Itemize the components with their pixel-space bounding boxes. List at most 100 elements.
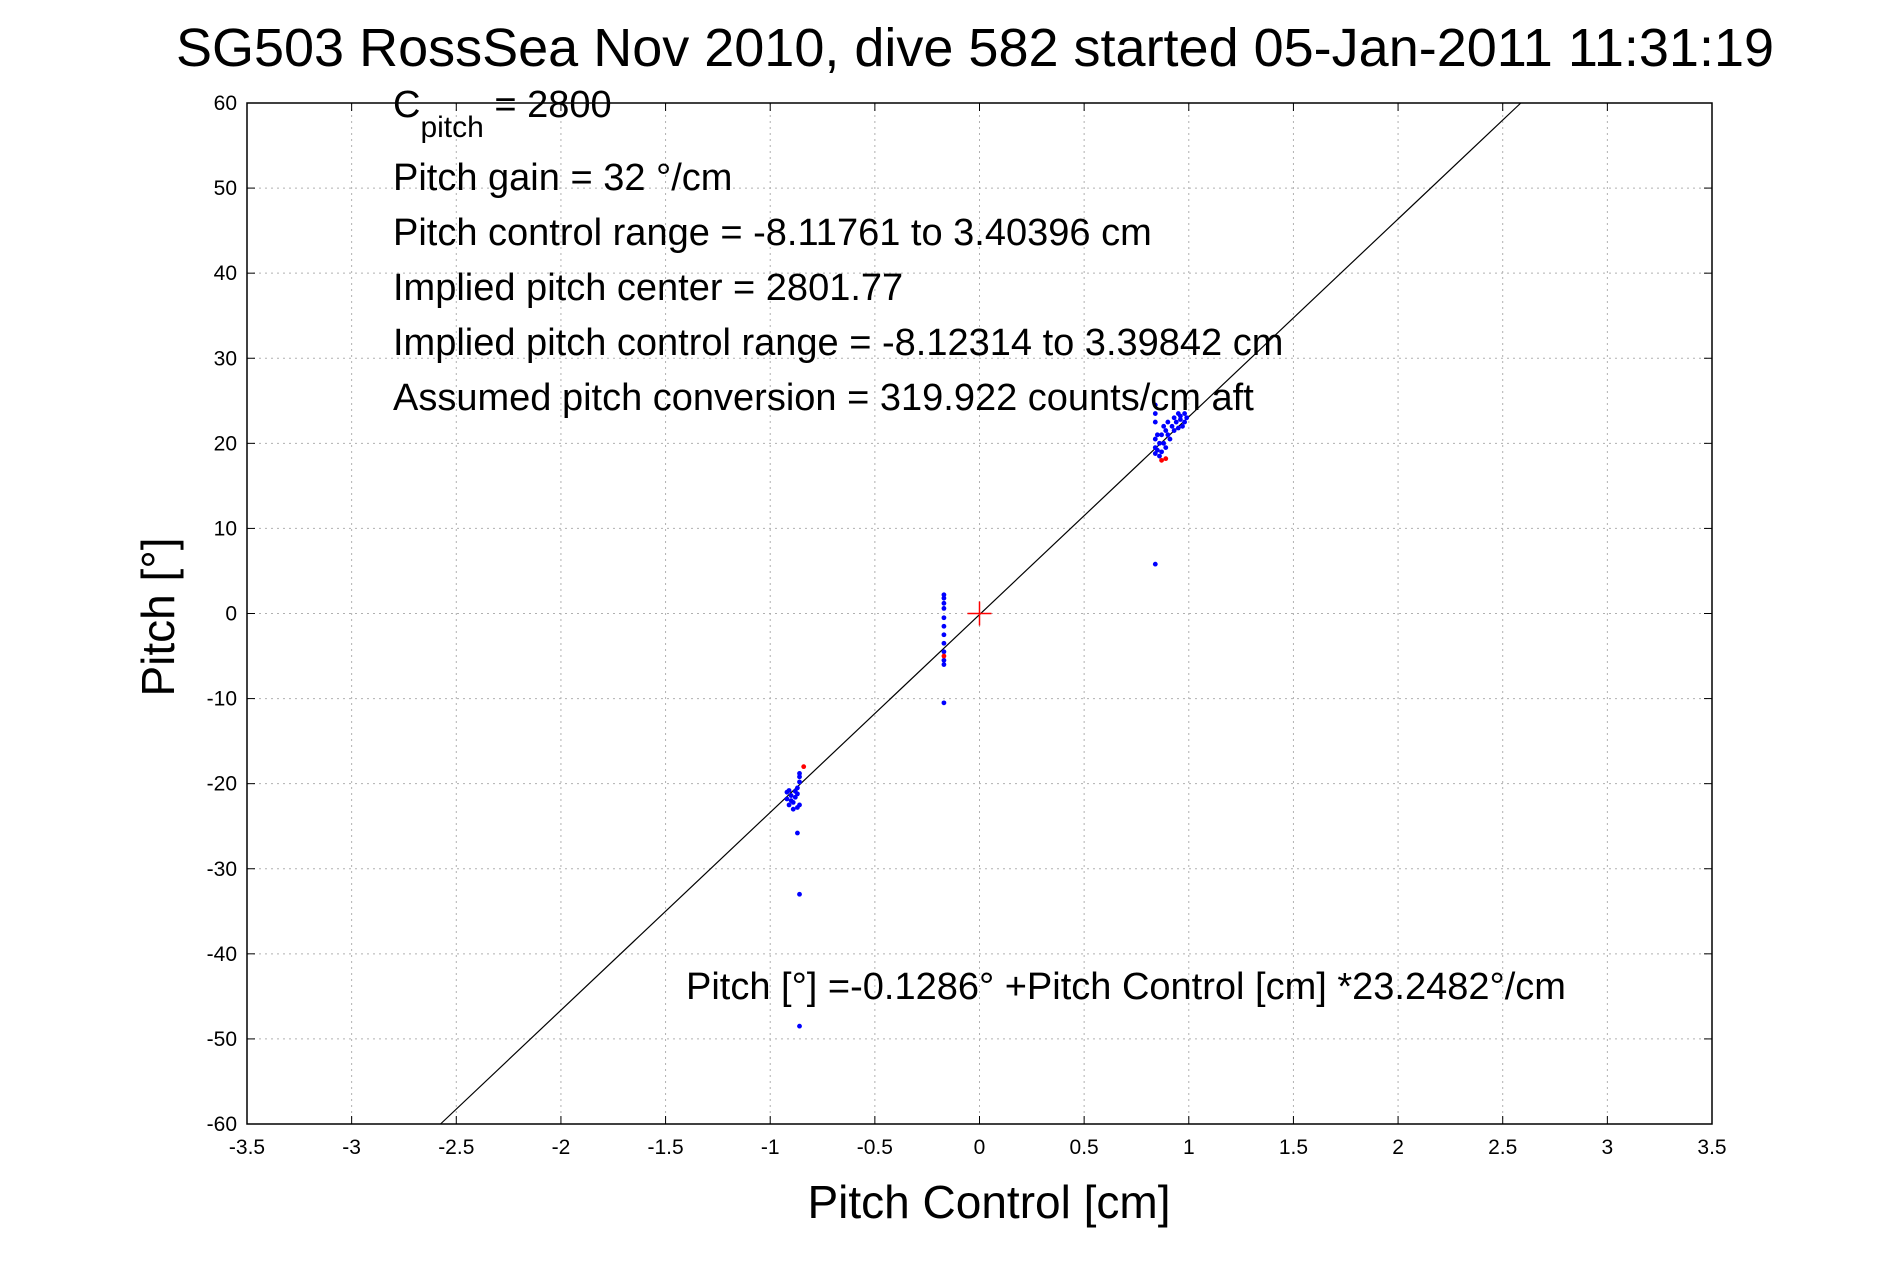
- chart-title: SG503 RossSea Nov 2010, dive 582 started…: [176, 18, 1774, 78]
- data-point: [1182, 419, 1187, 425]
- y-tick-label: 30: [214, 347, 237, 370]
- data-point: [1157, 440, 1162, 446]
- annotation-implied-range: Implied pitch control range = -8.12314 t…: [393, 322, 1283, 364]
- data-point: [1159, 457, 1164, 463]
- data-point: [795, 830, 800, 836]
- data-point: [941, 600, 947, 606]
- data-point: [941, 632, 947, 638]
- data-point: [784, 796, 790, 802]
- annotation-fit-equation: Pitch [°] =-0.1286° +Pitch Control [cm] …: [686, 966, 1566, 1008]
- data-point: [1161, 423, 1167, 429]
- x-tick-label: 2.5: [1488, 1136, 1517, 1159]
- y-axis-ticks: 60 50 40 30 20 10 0 -10 -20 -30 -40 -50 -60: [207, 92, 1712, 1136]
- y-tick-label: 50: [214, 177, 237, 200]
- x-tick-label: -2.5: [438, 1136, 474, 1159]
- data-point: [1184, 415, 1190, 421]
- data-point: [1173, 419, 1179, 425]
- data-point: [941, 653, 947, 659]
- data-point: [1152, 436, 1158, 442]
- data-point: [797, 1023, 802, 1029]
- data-point: [1180, 423, 1185, 429]
- x-tick-label: -3.5: [229, 1136, 265, 1159]
- data-point: [786, 788, 792, 793]
- cpitch-subscript: pitch: [420, 111, 483, 144]
- annotation-pitch-gain: Pitch gain = 32 °/cm: [393, 157, 732, 199]
- data-point: [1175, 425, 1181, 431]
- y-tick-label: -40: [207, 943, 237, 966]
- x-tick-label: 0: [974, 1136, 986, 1159]
- data-point: [1152, 411, 1158, 416]
- data-point: [797, 774, 802, 780]
- data-point: [1165, 419, 1171, 425]
- data-point: [797, 779, 802, 785]
- x-tick-label: -1.5: [647, 1136, 683, 1159]
- data-point: [1169, 423, 1175, 429]
- data-point: [1152, 402, 1158, 408]
- annotation-cpitch: Cpitch = 2800: [393, 84, 612, 144]
- y-tick-label: -60: [207, 1113, 237, 1136]
- y-tick-label: -20: [207, 773, 237, 796]
- data-point: [790, 799, 796, 805]
- data-point: [797, 771, 802, 776]
- y-tick-label: -10: [207, 688, 237, 711]
- x-axis-ticks: -3.5 -3 -2.5 -2 -1.5 -1 -0.5 0 0.5 1 1.5 2 2.5 3 3.5: [229, 103, 1727, 1159]
- data-point: [1161, 440, 1167, 446]
- data-point: [1154, 447, 1160, 453]
- data-point: [1163, 428, 1169, 433]
- x-tick-label: 2: [1392, 1136, 1404, 1159]
- data-point: [1178, 417, 1183, 422]
- data-point: [1171, 415, 1177, 421]
- x-tick-label: -2: [552, 1136, 571, 1159]
- data-point: [786, 802, 792, 808]
- x-tick-label: 3: [1602, 1136, 1614, 1159]
- x-tick-label: 1.5: [1279, 1136, 1308, 1159]
- data-point: [941, 592, 947, 598]
- data-point: [941, 657, 947, 663]
- data-point: [941, 595, 947, 601]
- pitch-center-marker: [967, 601, 992, 626]
- data-point: [1157, 453, 1162, 459]
- data-point: [1178, 413, 1183, 419]
- data-point: [801, 764, 807, 770]
- data-point: [790, 806, 796, 812]
- y-tick-label: 0: [225, 603, 237, 626]
- annotation-conversion: Assumed pitch conversion = 319.922 count…: [393, 377, 1254, 419]
- data-point: [795, 785, 800, 791]
- y-tick-label: 10: [214, 517, 237, 540]
- data-point: [797, 802, 802, 808]
- cpitch-value: = 2800: [484, 84, 612, 126]
- x-tick-label: 3.5: [1697, 1136, 1726, 1159]
- x-tick-label: -1: [761, 1136, 780, 1159]
- data-point: [1167, 436, 1173, 442]
- y-tick-label: 20: [214, 432, 237, 455]
- annotation-control-range: Pitch control range = -8.11761 to 3.4039…: [393, 212, 1152, 254]
- x-tick-label: 0.5: [1070, 1136, 1099, 1159]
- annotation-implied-center: Implied pitch center = 2801.77: [393, 267, 903, 309]
- x-tick-label: 1: [1183, 1136, 1195, 1159]
- data-point: [941, 640, 947, 646]
- data-point: [1171, 428, 1177, 433]
- data-points: [784, 402, 1190, 1029]
- cpitch-symbol: C: [393, 84, 420, 126]
- data-point: [1159, 432, 1164, 438]
- y-axis-label: Pitch [°]: [132, 537, 184, 696]
- x-axis-label: Pitch Control [cm]: [808, 1176, 1171, 1228]
- data-point: [1165, 432, 1171, 438]
- x-tick-label: -0.5: [857, 1136, 893, 1159]
- data-point: [788, 793, 794, 798]
- data-point: [797, 891, 802, 897]
- data-point: [795, 791, 800, 797]
- data-point: [1152, 419, 1158, 425]
- data-point: [941, 649, 947, 655]
- data-point: [1152, 561, 1158, 567]
- data-point: [941, 615, 947, 621]
- data-point: [1163, 456, 1169, 462]
- data-point: [1154, 432, 1160, 438]
- y-tick-label: 40: [214, 262, 237, 285]
- y-tick-label: 60: [214, 92, 237, 115]
- data-point: [1182, 411, 1187, 416]
- y-tick-label: -50: [207, 1028, 237, 1051]
- data-point: [1159, 449, 1164, 455]
